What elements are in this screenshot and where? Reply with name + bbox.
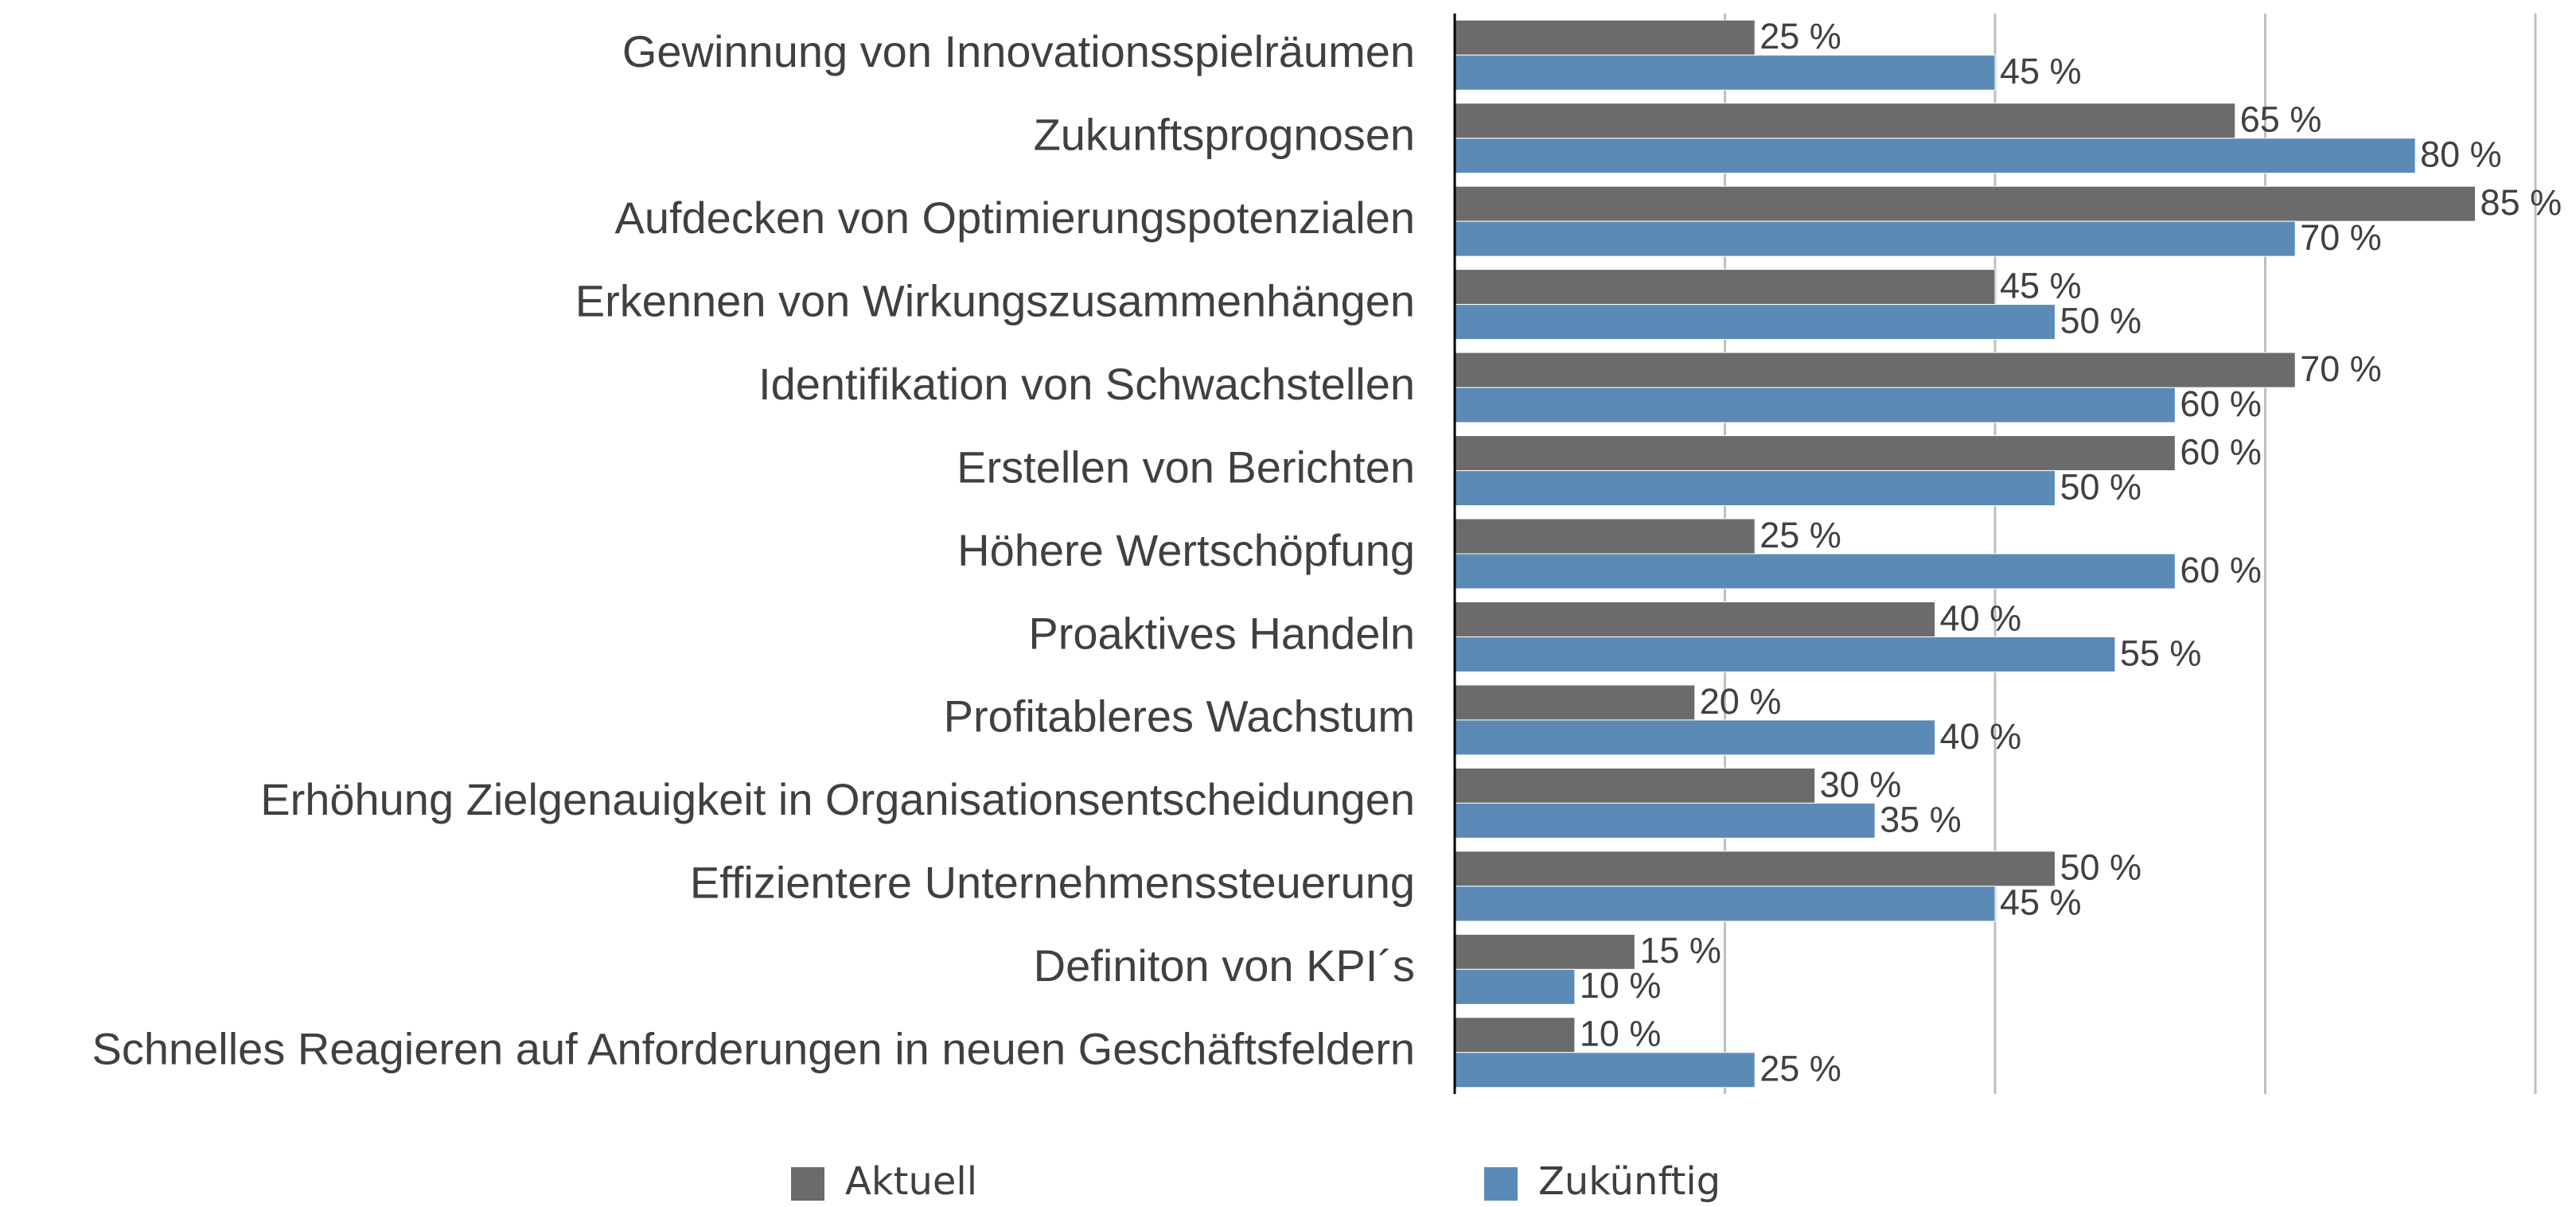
bar xyxy=(1454,138,2416,174)
value-label: 40 % xyxy=(1940,598,2022,638)
value-label: 85 % xyxy=(2481,182,2562,223)
category-label: Proaktives Handeln xyxy=(1028,608,1415,658)
value-label: 30 % xyxy=(1820,764,1902,804)
bar xyxy=(1454,684,1696,721)
value-label: 45 % xyxy=(2000,882,2082,923)
category-label: Effizientere Unternehmenssteuerung xyxy=(690,858,1415,908)
category-label: Höhere Wertschöpfung xyxy=(957,525,1415,575)
value-label: 50 % xyxy=(2060,301,2141,341)
legend-label: Zukünftig xyxy=(1538,1159,1721,1204)
bar xyxy=(1454,851,2056,887)
bar xyxy=(1454,19,1756,56)
value-label: 10 % xyxy=(1580,965,1662,1006)
value-label: 50 % xyxy=(2060,847,2141,888)
value-label: 60 % xyxy=(2180,431,2262,472)
bar xyxy=(1454,518,1756,555)
bar xyxy=(1454,553,2176,590)
bar xyxy=(1454,103,2236,139)
value-label: 55 % xyxy=(2120,633,2202,673)
value-label: 35 % xyxy=(1880,799,1962,839)
category-label: Zukunftsprognosen xyxy=(1034,109,1415,159)
value-label: 70 % xyxy=(2300,217,2382,258)
value-label: 60 % xyxy=(2180,550,2262,590)
category-label: Erstellen von Berichten xyxy=(957,442,1415,492)
bar xyxy=(1454,636,2116,672)
value-label: 50 % xyxy=(2060,466,2141,507)
bar xyxy=(1454,185,2477,222)
value-label: 10 % xyxy=(1580,1014,1662,1054)
category-label: Schnelles Reagieren auf Anforderungen in… xyxy=(92,1024,1415,1074)
value-label: 40 % xyxy=(1940,716,2022,757)
bar xyxy=(1454,886,1996,922)
bar xyxy=(1454,54,1996,91)
value-label: 25 % xyxy=(1760,515,1841,555)
value-label: 80 % xyxy=(2420,134,2502,175)
bar xyxy=(1454,470,2056,507)
bar xyxy=(1454,933,1635,970)
category-label: Erhöhung Zielgenauigkeit in Organisation… xyxy=(260,774,1415,824)
value-label: 70 % xyxy=(2300,348,2382,389)
category-label: Erkennen von Wirkungszusammenhängen xyxy=(575,275,1415,325)
value-label: 60 % xyxy=(2180,384,2262,424)
bar xyxy=(1454,1017,1576,1053)
value-label: 45 % xyxy=(2000,266,2082,306)
value-label: 25 % xyxy=(1760,1049,1841,1089)
value-label: 20 % xyxy=(1700,681,1782,722)
value-label: 45 % xyxy=(2000,51,2082,91)
bar xyxy=(1454,220,2296,257)
bar xyxy=(1454,352,2296,388)
legend-swatch xyxy=(1484,1167,1518,1201)
bar xyxy=(1454,1052,1756,1088)
category-label: Profitableres Wachstum xyxy=(944,691,1415,742)
bar xyxy=(1454,767,1816,804)
bar xyxy=(1454,968,1576,1005)
bar xyxy=(1454,269,1996,306)
bar xyxy=(1454,435,2176,472)
bar xyxy=(1454,387,2176,423)
legend-label: Aktuell xyxy=(845,1159,977,1204)
bar xyxy=(1454,802,1876,839)
bar xyxy=(1454,719,1936,756)
category-label: Gewinnung von Innovationsspielräumen xyxy=(622,26,1415,76)
value-label: 25 % xyxy=(1760,16,1841,56)
category-label: Aufdecken von Optimierungspotenzialen xyxy=(614,193,1415,243)
value-label: 15 % xyxy=(1639,930,1721,971)
value-label: 65 % xyxy=(2240,99,2322,140)
bar xyxy=(1454,304,2056,341)
legend-swatch xyxy=(791,1167,824,1201)
bar xyxy=(1454,601,1936,637)
category-label: Identifikation von Schwachstellen xyxy=(758,359,1415,409)
category-label: Definiton von KPI´s xyxy=(1034,940,1415,991)
